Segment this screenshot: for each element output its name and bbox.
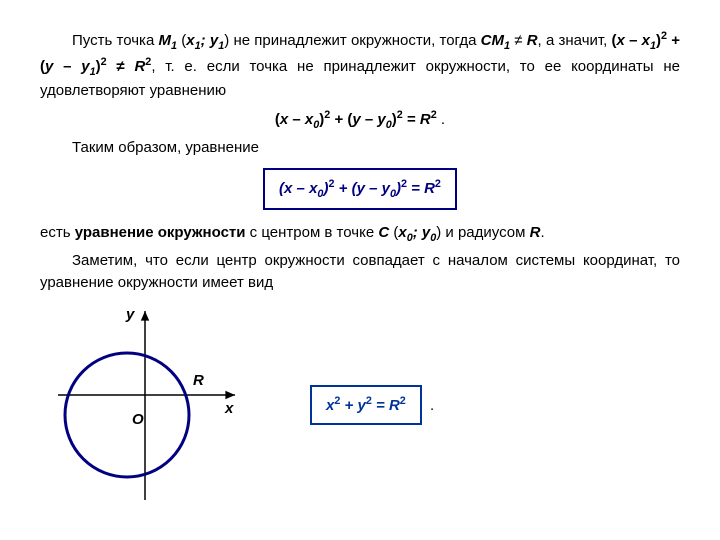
circle-diagram: y x O R [40, 305, 240, 505]
b1-R: R [424, 180, 435, 197]
b1-y: y [357, 180, 365, 197]
b1-m1: – [292, 180, 309, 197]
b2-p: + [340, 397, 357, 414]
p3-C: C [378, 224, 389, 241]
p2-text: Таким образом, уравнение [72, 139, 259, 156]
b2-y: y [357, 397, 365, 414]
ineq-x: x [617, 32, 625, 49]
after-box2: . [426, 397, 434, 414]
p3-x0: x [398, 224, 406, 241]
p3-o: ( [389, 224, 398, 241]
p3-y0: y [422, 224, 430, 241]
ineq-y1: y [81, 58, 89, 75]
eq-y0: y [377, 111, 385, 128]
svg-text:O: O [132, 411, 144, 428]
paragraph-2: Таким образом, уравнение [40, 137, 680, 160]
p4-text: Заметим, что если центр окружности совпа… [40, 252, 680, 292]
p1-po: ( [177, 32, 186, 49]
svg-text:R: R [193, 372, 204, 389]
ineq-x1: x [642, 32, 650, 49]
b2-Rs: 2 [400, 395, 406, 407]
eq-y: y [352, 111, 360, 128]
b1-Rs: 2 [435, 178, 441, 190]
p1-y: y [210, 32, 218, 49]
ineq-neq: ≠ [107, 58, 135, 75]
b1-m2: – [365, 180, 382, 197]
p1-a: Пусть точка [72, 32, 159, 49]
bottom-row: yxOR x2 + y2 = R2 . [40, 305, 680, 505]
p3-sep: ; [413, 224, 422, 241]
eq-x0: x [305, 111, 313, 128]
eq-m1: – [288, 111, 305, 128]
ineq-R: R [134, 58, 145, 75]
ineq-m1: – [625, 32, 642, 49]
p1-comma: , [538, 32, 546, 49]
svg-text:y: y [125, 306, 135, 323]
eq-p: + [330, 111, 347, 128]
paragraph-1: Пусть точка M1 (x1; y1) не принадлежит о… [40, 28, 680, 103]
equation-line: (x – x0)2 + (y – y0)2 = R2 . [40, 107, 680, 133]
eq-period: . [437, 111, 445, 128]
b1-p: + [334, 180, 351, 197]
svg-text:x: x [224, 400, 234, 417]
p1-neq: ≠ [510, 32, 527, 49]
p1-CM: CM [481, 32, 504, 49]
p1-c: а значит, [546, 32, 612, 49]
p3-period: . [540, 224, 544, 241]
b1-eq: = [407, 180, 424, 197]
b2-R: R [389, 397, 400, 414]
boxed-equation-2: x2 + y2 = R2 [310, 385, 422, 426]
boxed-equation-1: (x – x0)2 + (y – y0)2 = R2 [263, 168, 457, 210]
b1-y0: y [382, 180, 390, 197]
eq-R: R [420, 111, 431, 128]
p3-b: уравнение окружности [75, 224, 246, 241]
p3-c: с центром в точке [246, 224, 379, 241]
p1-M: M [159, 32, 172, 49]
eq-m2: – [361, 111, 378, 128]
p1-b: не принадлежит окружности, тогда [229, 32, 480, 49]
boxed-equation-2-wrap: x2 + y2 = R2 . [310, 385, 434, 426]
eq-x: x [280, 111, 288, 128]
paragraph-4: Заметим, что если центр окружности совпа… [40, 250, 680, 295]
circle-svg: y x O R [40, 305, 240, 505]
b2-eq: = [372, 397, 389, 414]
p3-d: и радиусом [441, 224, 529, 241]
eq-eq: = [403, 111, 420, 128]
ineq-p: + [667, 32, 680, 49]
p1-R: R [527, 32, 538, 49]
p1-x: x [186, 32, 194, 49]
p1-sep: ; [201, 32, 210, 49]
p3-a: есть [40, 224, 75, 241]
boxed-equation-1-wrap: (x – x0)2 + (y – y0)2 = R2 [40, 168, 680, 210]
paragraph-3: есть уравнение окружности с центром в то… [40, 222, 680, 246]
p3-R: R [530, 224, 541, 241]
ineq-m2: – [53, 58, 81, 75]
